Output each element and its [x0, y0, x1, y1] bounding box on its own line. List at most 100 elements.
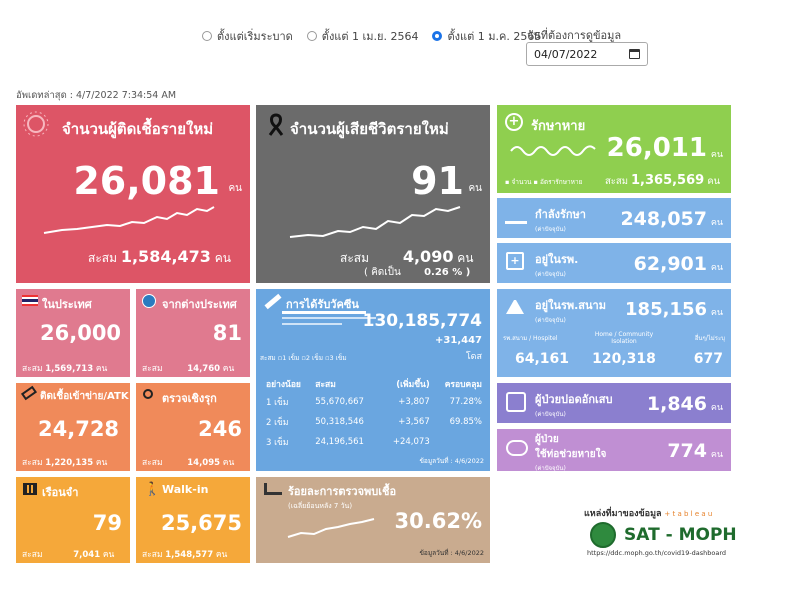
prison-cumulative: สะสม 7,041 คน [22, 550, 115, 560]
hospital-bed-icon [505, 208, 527, 224]
table-row: 1 เข็ม 55,670,667 +3,807 77.28% [266, 397, 482, 408]
recovered-tile: + รักษาหาย 26,011 คน ▪ จำนวน ▪ อัตรารักษ… [497, 105, 731, 193]
test-kit-icon [20, 385, 38, 401]
last-updated: อัพเดทล่าสุด : 4/7/2022 7:34:54 AM [16, 90, 177, 101]
ventilator-icon [506, 440, 528, 456]
recovered-unit: คน [710, 150, 723, 160]
radio-selected-icon[interactable] [432, 31, 443, 41]
table-row: 3 เข็ม 24,196,561 +24,073 [266, 437, 430, 448]
calendar-icon[interactable] [629, 49, 640, 59]
patient-icon [506, 392, 526, 412]
lab-icon [264, 483, 282, 495]
prison-value: 79 [92, 511, 122, 535]
vaccine-delta: +31,447 [435, 335, 482, 346]
table-row: 2 เข็ม 50,318,546 +3,567 69.85% [266, 417, 482, 428]
vaccine-total: 130,185,774 [362, 311, 482, 331]
proactive-title: ตรวจเชิงรุก [162, 392, 217, 405]
positivity-title: ร้อยละการตรวจพบเชื้อ (เฉลี่ยย้อนหลัง 7 วั… [288, 485, 397, 510]
new-cases-cumulative: สะสม 1,584,473 คน [88, 247, 231, 266]
walkin-tile: 🚶 Walk-in 25,675 สะสม 1,548,577 คน [136, 477, 250, 563]
field-hospital-unit: คน [710, 308, 723, 318]
pneumonia-title: ผู้ป่วยปอดอักเสบ (ค่าปัจจุบัน) [535, 393, 613, 418]
plus-cross-icon: + [505, 113, 523, 131]
hospital-value: 62,901 [633, 253, 707, 275]
domestic-title: ในประเทศ [42, 298, 92, 311]
other-label: อื่นๆ/ไม่ระบุ [694, 335, 725, 342]
new-deaths-trend-line [289, 206, 461, 238]
new-cases-title: จำนวนผู้ติดเชื้อรายใหม่ [62, 120, 214, 138]
date-input[interactable]: 04/07/2022 [526, 42, 648, 66]
proactive-cumulative: สะสม 14,095 คน [142, 458, 235, 468]
home-isolation-label: Home / Community Isolation [594, 331, 654, 345]
walkin-title: Walk-in [162, 483, 209, 496]
ventilator-value: 774 [667, 440, 707, 462]
radio-icon[interactable] [306, 31, 317, 41]
vaccine-asof: ข้อมูลวันที่ : 4/6/2022 [419, 457, 484, 465]
tent-icon [506, 298, 524, 314]
treating-unit: คน [710, 218, 723, 228]
atk-title: ติดเชื้อเข้าข่าย/ATK [40, 391, 129, 402]
positivity-value: 30.62% [394, 509, 482, 533]
imported-title: จากต่างประเทศ [162, 298, 237, 311]
pneumonia-value: 1,846 [646, 393, 707, 415]
new-cases-unit: คน [228, 183, 242, 194]
domestic-cumulative: สะสม 1,569,713 คน [22, 364, 108, 374]
new-deaths-unit: คน [468, 183, 482, 194]
recovered-title: รักษาหาย [531, 119, 586, 134]
walking-person-icon: 🚶 [144, 482, 161, 497]
hospital-unit: คน [710, 263, 723, 273]
recovered-value: 26,011 [606, 133, 707, 163]
radio-icon[interactable] [202, 31, 212, 41]
vaccine-dose-unit: โดส [465, 352, 482, 362]
range-option-jan-2565[interactable]: ตั้งแต่ 1 ม.ค. 2565 [432, 27, 541, 45]
field-hospital-value: 185,156 [625, 299, 707, 320]
vaccine-tile: การได้รับวัคซีน 130,185,774 +31,447 โดส … [256, 289, 490, 471]
vaccine-bar-2 [282, 317, 376, 319]
new-cases-tile: จำนวนผู้ติดเชื้อรายใหม่ 26,081 คน สะสม 1… [16, 105, 250, 283]
walkin-value: 25,675 [160, 511, 242, 535]
prison-title: เรือนจำ [42, 486, 79, 499]
new-deaths-value: 91 [411, 159, 464, 203]
hospitel-value: 64,161 [515, 351, 570, 367]
atk-tile: ติดเชื้อเข้าข่าย/ATK 24,728 สะสม 1,220,1… [16, 383, 130, 471]
virus-icon [23, 111, 49, 137]
prison-tile: เรือนจำ 79 สะสม 7,041 คน [16, 477, 130, 563]
ventilator-unit: คน [710, 450, 723, 460]
range-option-apr-2564[interactable]: ตั้งแต่ 1 เม.ย. 2564 [306, 27, 418, 45]
pneumonia-unit: คน [710, 403, 723, 413]
proactive-tile: ตรวจเชิงรุก 246 สะสม 14,095 คน [136, 383, 250, 471]
domestic-value: 26,000 [40, 321, 122, 345]
ventilator-tile: ผู้ป่วย ใช้ท่อช่วยหายใจ (ค่าปัจจุบัน) 774 … [497, 429, 731, 471]
source-label: แหล่งที่มาของข้อมูล + t a b l e a u [584, 509, 713, 519]
source-url[interactable]: https://ddc.moph.go.th/covid19-dashboard [587, 549, 727, 557]
positivity-tile: ร้อยละการตรวจพบเชื้อ (เฉลี่ยย้อนหลัง 7 วั… [256, 477, 490, 563]
imported-value: 81 [212, 321, 242, 345]
vaccine-bar-1 [282, 311, 366, 314]
death-rate: ( คิดเป็น 0.26 % ) [364, 267, 471, 278]
new-cases-value: 26,081 [73, 159, 220, 203]
recovered-wave-line [510, 145, 596, 156]
treating-tile: กำลังรักษา (ค่าปัจจุบัน) 248,057 คน [497, 198, 731, 238]
globe-icon [142, 294, 156, 308]
magnifier-icon [143, 389, 153, 399]
sat-moph-brand[interactable]: SAT - MOPH [590, 522, 737, 548]
positivity-trend-line [287, 518, 375, 538]
hospitel-label: รพ.สนาม / Hospitel [503, 335, 558, 342]
recovered-cumulative: สะสม 1,365,569 คน [605, 173, 721, 188]
ventilator-title: ผู้ป่วย ใช้ท่อช่วยหายใจ (ค่าปัจจุบัน) [535, 434, 607, 471]
home-isolation-value: 120,318 [592, 351, 656, 367]
treating-value: 248,057 [620, 208, 707, 230]
range-option-all[interactable]: ตั้งแต่เริ่มระบาด [202, 27, 293, 45]
jail-icon [23, 483, 37, 495]
new-cases-trend-line [43, 206, 215, 234]
new-deaths-tile: จำนวนผู้เสียชีวิตรายใหม่ 91 คน สะสม 4,09… [256, 105, 490, 283]
moph-logo-icon [590, 522, 616, 548]
hospital-icon: + [506, 252, 524, 270]
other-value: 677 [693, 351, 723, 367]
recovered-legend: ▪ จำนวน ▪ อัตรารักษาหาย [505, 178, 583, 186]
imported-tile: จากต่างประเทศ 81 สะสม 14,760 คน [136, 289, 250, 377]
vaccine-bar-3 [282, 323, 342, 325]
walkin-cumulative: สะสม 1,548,577 คน [142, 550, 228, 560]
treating-title: กำลังรักษา (ค่าปัจจุบัน) [535, 208, 586, 233]
proactive-value: 246 [198, 417, 242, 441]
